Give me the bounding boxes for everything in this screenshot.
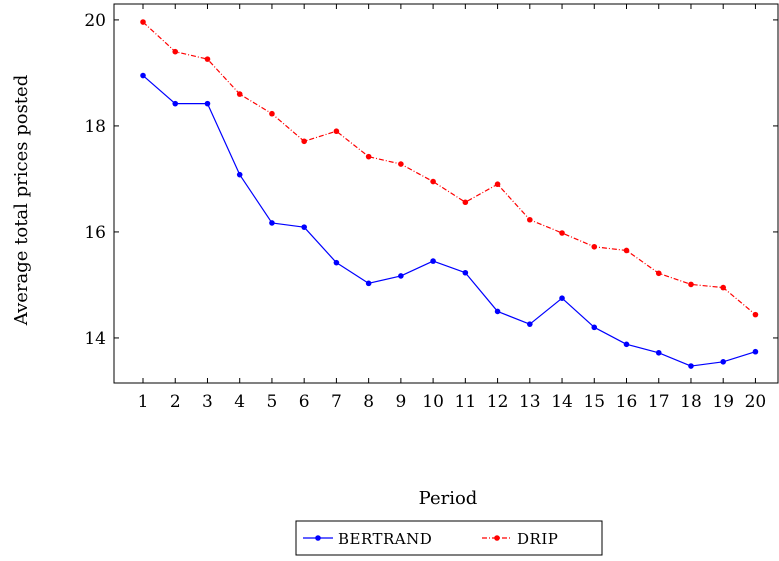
plot-area	[113, 3, 779, 384]
data-point-drip	[559, 230, 565, 236]
x-tick-label: 10	[422, 392, 444, 412]
data-point-drip	[591, 243, 598, 250]
data-point-drip	[527, 216, 533, 223]
data-point-bertrand	[301, 224, 307, 230]
series-drip	[140, 19, 759, 318]
y-tick-label: 14	[84, 329, 106, 349]
data-point-drip	[269, 110, 275, 117]
x-tick-label: 11	[455, 392, 477, 412]
data-point-drip	[752, 311, 759, 318]
legend-item-drip: DRIP	[482, 530, 558, 548]
series-layer	[140, 19, 759, 369]
x-axis-title: Period	[419, 488, 478, 509]
x-tick-label: 4	[234, 392, 245, 412]
x-tick-label: 14	[551, 392, 573, 412]
y-axis-title: Average total prices posted	[11, 75, 32, 326]
data-point-bertrand	[236, 171, 243, 178]
data-point-drip	[720, 284, 727, 291]
x-tick-label: 6	[299, 392, 310, 412]
data-point-bertrand	[591, 324, 598, 331]
data-point-bertrand	[752, 348, 759, 355]
legend-box	[295, 520, 603, 556]
y-tick-label: 20	[84, 11, 106, 31]
plot-frame	[113, 3, 779, 384]
y-axis: 14 16 18 20	[84, 11, 778, 349]
legend-label-drip: DRIP	[517, 530, 558, 548]
x-tick-label: 13	[519, 392, 541, 412]
data-point-bertrand	[140, 72, 146, 79]
data-point-bertrand	[720, 358, 727, 365]
x-tick-label: 18	[680, 392, 702, 412]
x-tick-label: 7	[331, 392, 342, 412]
data-point-drip	[204, 56, 211, 62]
data-point-drip	[172, 48, 179, 55]
data-point-bertrand	[365, 280, 372, 287]
x-tick-label: 19	[712, 392, 734, 412]
x-tick-label: 20	[745, 392, 767, 412]
legend-marker-bertrand	[315, 535, 321, 541]
data-point-drip	[301, 138, 307, 145]
data-point-drip	[333, 128, 340, 135]
data-point-bertrand	[494, 308, 501, 315]
data-point-drip	[494, 181, 501, 188]
x-tick-label: 16	[616, 392, 638, 412]
data-point-drip	[236, 91, 243, 97]
data-point-bertrand	[269, 220, 275, 226]
data-point-bertrand	[204, 100, 211, 107]
data-point-bertrand	[688, 363, 694, 369]
data-point-bertrand	[172, 100, 179, 107]
legend: BERTRAND DRIP	[295, 520, 603, 556]
x-tick-label: 8	[363, 392, 374, 412]
data-point-drip	[623, 247, 630, 254]
x-tick-label: 15	[583, 392, 605, 412]
legend-marker-drip	[494, 535, 500, 541]
data-point-bertrand	[623, 341, 630, 348]
data-point-drip	[688, 281, 694, 288]
data-point-bertrand	[527, 321, 533, 327]
y-tick-label: 18	[84, 117, 106, 137]
legend-item-bertrand: BERTRAND	[303, 530, 432, 548]
x-tick-label: 1	[138, 392, 149, 412]
data-point-bertrand	[559, 295, 565, 301]
x-tick-label: 17	[648, 392, 670, 412]
x-tick-label: 5	[267, 392, 278, 412]
data-point-drip	[365, 153, 372, 160]
x-axis: 1 2 3 4 5 6 7 8 9 10 11 12 13 14 15 16 17 18 19 20	[138, 4, 767, 412]
legend-label-bertrand: BERTRAND	[338, 530, 432, 548]
series-line-bertrand	[142, 75, 756, 367]
x-tick-label: 9	[395, 392, 406, 412]
data-point-bertrand	[655, 349, 662, 356]
data-point-bertrand	[462, 269, 469, 276]
data-point-drip	[140, 19, 146, 25]
data-point-bertrand	[430, 258, 436, 264]
data-point-bertrand	[398, 273, 404, 279]
data-point-drip	[430, 178, 436, 185]
data-point-drip	[398, 161, 404, 167]
series-line-drip	[142, 21, 756, 316]
y-tick-label: 16	[84, 223, 106, 243]
data-point-drip	[655, 270, 662, 277]
series-bertrand	[140, 72, 759, 369]
x-tick-label: 2	[170, 392, 181, 412]
data-point-bertrand	[333, 259, 340, 266]
x-tick-label: 12	[487, 392, 509, 412]
data-point-drip	[462, 199, 469, 206]
x-tick-label: 3	[202, 392, 213, 412]
